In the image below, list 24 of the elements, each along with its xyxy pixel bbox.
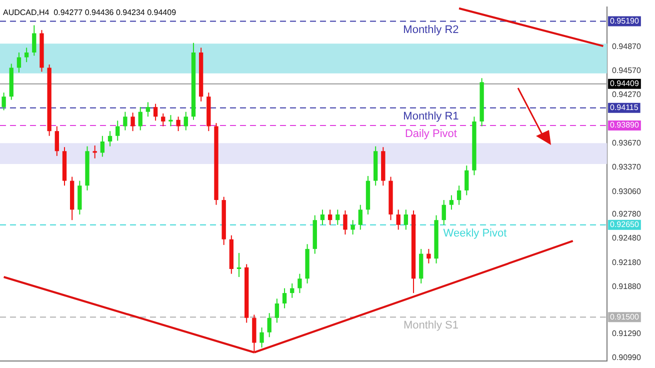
chart-title: AUDCAD,H4 0.94277 0.94436 0.94234 0.94409: [3, 8, 177, 18]
y-tick-label: 0.93670: [612, 138, 642, 148]
annotation: 0.95190: [610, 16, 640, 26]
y-tick-label: 0.93370: [612, 162, 642, 172]
annotation: 0.91500: [610, 312, 640, 322]
annotation: 0.94409: [610, 79, 640, 88]
annotation: 0.93890: [610, 120, 640, 130]
y-tick-label: 0.90990: [612, 353, 642, 362]
y-tick-label: 0.94270: [612, 90, 642, 100]
ref-line-label: Daily Pivot: [404, 128, 457, 140]
y-tick-label: 0.94570: [612, 66, 642, 76]
annotation: 0.92650: [610, 220, 640, 230]
y-tick-label: 0.92180: [612, 258, 642, 267]
ref-line-label: Monthly R2: [403, 24, 459, 36]
ref-line-label: Monthly S1: [403, 320, 458, 332]
ref-line-label: Monthly R1: [403, 110, 459, 122]
y-tick-label: 0.91290: [612, 329, 642, 338]
y-tick-label: 0.91880: [612, 282, 642, 291]
y-tick-label: 0.92780: [612, 210, 642, 219]
y-tick-label: 0.93060: [612, 187, 642, 196]
y-tick-label: 0.92480: [612, 234, 642, 243]
ref-line-label: Weekly Pivot: [443, 227, 507, 240]
annotation: 0.94115: [610, 103, 639, 112]
y-tick-label: 0.94870: [612, 42, 642, 52]
